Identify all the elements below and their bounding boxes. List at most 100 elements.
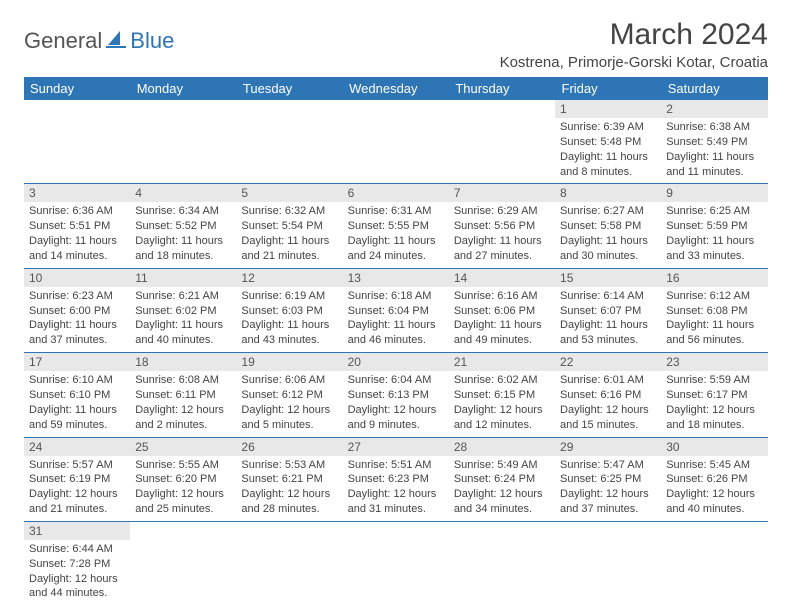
day-number: 10 (24, 269, 130, 287)
daylight-text: Daylight: 12 hours and 37 minutes. (560, 487, 656, 517)
sunset-text: Sunset: 7:28 PM (29, 557, 125, 572)
calendar-cell: 11Sunrise: 6:21 AMSunset: 6:02 PMDayligh… (130, 268, 236, 352)
calendar-cell: 25Sunrise: 5:55 AMSunset: 6:20 PMDayligh… (130, 437, 236, 521)
calendar-row: 24Sunrise: 5:57 AMSunset: 6:19 PMDayligh… (24, 437, 768, 521)
calendar-cell: 18Sunrise: 6:08 AMSunset: 6:11 PMDayligh… (130, 353, 236, 437)
daylight-text: Daylight: 11 hours and 37 minutes. (29, 318, 125, 348)
sunrise-text: Sunrise: 6:10 AM (29, 373, 125, 388)
sunset-text: Sunset: 5:49 PM (666, 135, 762, 150)
sunset-text: Sunset: 6:24 PM (454, 472, 550, 487)
daylight-text: Daylight: 12 hours and 31 minutes. (348, 487, 444, 517)
daylight-text: Daylight: 11 hours and 30 minutes. (560, 234, 656, 264)
weekday-header: Saturday (661, 77, 767, 100)
day-number: 28 (449, 438, 555, 456)
weekday-header: Sunday (24, 77, 130, 100)
logo-text-blue: Blue (130, 28, 174, 54)
day-number: 4 (130, 184, 236, 202)
day-number: 29 (555, 438, 661, 456)
day-body: Sunrise: 5:51 AMSunset: 6:23 PMDaylight:… (343, 456, 449, 521)
day-number: 22 (555, 353, 661, 371)
day-body: Sunrise: 5:45 AMSunset: 6:26 PMDaylight:… (661, 456, 767, 521)
sunset-text: Sunset: 5:55 PM (348, 219, 444, 234)
calendar-cell (24, 100, 130, 184)
day-body: Sunrise: 6:02 AMSunset: 6:15 PMDaylight:… (449, 371, 555, 436)
calendar-cell: 4Sunrise: 6:34 AMSunset: 5:52 PMDaylight… (130, 184, 236, 268)
calendar-cell: 31Sunrise: 6:44 AMSunset: 7:28 PMDayligh… (24, 521, 130, 605)
day-number: 30 (661, 438, 767, 456)
location: Kostrena, Primorje-Gorski Kotar, Croatia (500, 54, 768, 71)
sunset-text: Sunset: 5:54 PM (241, 219, 337, 234)
day-number: 1 (555, 100, 661, 118)
sunset-text: Sunset: 5:52 PM (135, 219, 231, 234)
daylight-text: Daylight: 12 hours and 2 minutes. (135, 403, 231, 433)
day-number: 31 (24, 522, 130, 540)
day-body: Sunrise: 5:55 AMSunset: 6:20 PMDaylight:… (130, 456, 236, 521)
day-number: 18 (130, 353, 236, 371)
sunset-text: Sunset: 5:58 PM (560, 219, 656, 234)
calendar-cell: 22Sunrise: 6:01 AMSunset: 6:16 PMDayligh… (555, 353, 661, 437)
calendar-cell: 10Sunrise: 6:23 AMSunset: 6:00 PMDayligh… (24, 268, 130, 352)
day-number: 19 (236, 353, 342, 371)
calendar-cell (555, 521, 661, 605)
sunset-text: Sunset: 6:17 PM (666, 388, 762, 403)
day-number: 25 (130, 438, 236, 456)
calendar-cell: 21Sunrise: 6:02 AMSunset: 6:15 PMDayligh… (449, 353, 555, 437)
daylight-text: Daylight: 12 hours and 25 minutes. (135, 487, 231, 517)
daylight-text: Daylight: 11 hours and 14 minutes. (29, 234, 125, 264)
calendar-cell (236, 521, 342, 605)
calendar-cell: 26Sunrise: 5:53 AMSunset: 6:21 PMDayligh… (236, 437, 342, 521)
day-number: 13 (343, 269, 449, 287)
day-body: Sunrise: 6:08 AMSunset: 6:11 PMDaylight:… (130, 371, 236, 436)
day-body: Sunrise: 5:49 AMSunset: 6:24 PMDaylight:… (449, 456, 555, 521)
logo-text-general: General (24, 28, 102, 54)
day-body: Sunrise: 6:39 AMSunset: 5:48 PMDaylight:… (555, 118, 661, 183)
sunset-text: Sunset: 6:12 PM (241, 388, 337, 403)
sunset-text: Sunset: 6:03 PM (241, 304, 337, 319)
day-body: Sunrise: 6:23 AMSunset: 6:00 PMDaylight:… (24, 287, 130, 352)
calendar-cell: 28Sunrise: 5:49 AMSunset: 6:24 PMDayligh… (449, 437, 555, 521)
day-body: Sunrise: 6:38 AMSunset: 5:49 PMDaylight:… (661, 118, 767, 183)
daylight-text: Daylight: 11 hours and 24 minutes. (348, 234, 444, 264)
header: General Blue March 2024 Kostrena, Primor… (24, 18, 768, 71)
sunrise-text: Sunrise: 5:49 AM (454, 458, 550, 473)
day-body: Sunrise: 6:01 AMSunset: 6:16 PMDaylight:… (555, 371, 661, 436)
sunrise-text: Sunrise: 6:04 AM (348, 373, 444, 388)
day-body: Sunrise: 6:16 AMSunset: 6:06 PMDaylight:… (449, 287, 555, 352)
day-body: Sunrise: 6:18 AMSunset: 6:04 PMDaylight:… (343, 287, 449, 352)
sunset-text: Sunset: 6:00 PM (29, 304, 125, 319)
calendar-cell: 13Sunrise: 6:18 AMSunset: 6:04 PMDayligh… (343, 268, 449, 352)
sunset-text: Sunset: 6:16 PM (560, 388, 656, 403)
calendar-cell: 17Sunrise: 6:10 AMSunset: 6:10 PMDayligh… (24, 353, 130, 437)
calendar-cell: 2Sunrise: 6:38 AMSunset: 5:49 PMDaylight… (661, 100, 767, 184)
daylight-text: Daylight: 12 hours and 15 minutes. (560, 403, 656, 433)
daylight-text: Daylight: 12 hours and 44 minutes. (29, 572, 125, 602)
calendar-row: 10Sunrise: 6:23 AMSunset: 6:00 PMDayligh… (24, 268, 768, 352)
sunset-text: Sunset: 6:10 PM (29, 388, 125, 403)
sunset-text: Sunset: 6:08 PM (666, 304, 762, 319)
calendar-cell: 12Sunrise: 6:19 AMSunset: 6:03 PMDayligh… (236, 268, 342, 352)
day-body: Sunrise: 6:10 AMSunset: 6:10 PMDaylight:… (24, 371, 130, 436)
day-number: 11 (130, 269, 236, 287)
day-body: Sunrise: 6:44 AMSunset: 7:28 PMDaylight:… (24, 540, 130, 605)
calendar-cell: 9Sunrise: 6:25 AMSunset: 5:59 PMDaylight… (661, 184, 767, 268)
sunrise-text: Sunrise: 6:06 AM (241, 373, 337, 388)
day-number: 26 (236, 438, 342, 456)
sunset-text: Sunset: 6:21 PM (241, 472, 337, 487)
sunset-text: Sunset: 6:06 PM (454, 304, 550, 319)
day-body: Sunrise: 6:36 AMSunset: 5:51 PMDaylight:… (24, 202, 130, 267)
sunrise-text: Sunrise: 6:36 AM (29, 204, 125, 219)
day-number: 21 (449, 353, 555, 371)
logo-sail-icon (106, 29, 128, 54)
calendar-cell (343, 521, 449, 605)
sunset-text: Sunset: 5:48 PM (560, 135, 656, 150)
sunset-text: Sunset: 6:19 PM (29, 472, 125, 487)
daylight-text: Daylight: 12 hours and 12 minutes. (454, 403, 550, 433)
weekday-header: Wednesday (343, 77, 449, 100)
sunset-text: Sunset: 6:07 PM (560, 304, 656, 319)
day-body: Sunrise: 6:31 AMSunset: 5:55 PMDaylight:… (343, 202, 449, 267)
sunset-text: Sunset: 6:25 PM (560, 472, 656, 487)
calendar-cell: 30Sunrise: 5:45 AMSunset: 6:26 PMDayligh… (661, 437, 767, 521)
day-body: Sunrise: 6:06 AMSunset: 6:12 PMDaylight:… (236, 371, 342, 436)
sunrise-text: Sunrise: 6:25 AM (666, 204, 762, 219)
calendar-cell: 16Sunrise: 6:12 AMSunset: 6:08 PMDayligh… (661, 268, 767, 352)
